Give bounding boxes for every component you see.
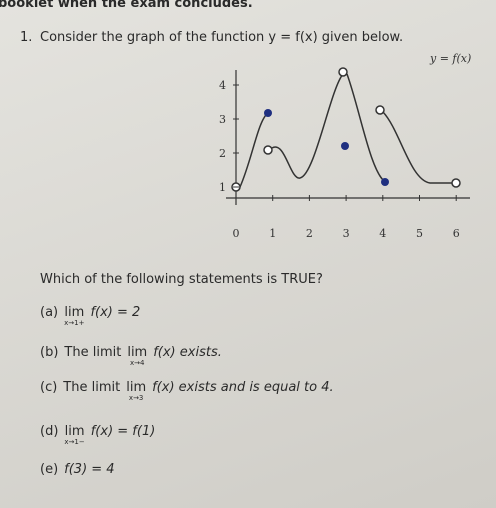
limit-word: lim [64, 305, 85, 320]
limit-word: lim [64, 424, 85, 439]
closed-point [264, 109, 272, 117]
header: booklet when the exam concludes. [0, 0, 253, 11]
closed-point [381, 178, 389, 186]
open-point [375, 105, 385, 115]
limit-sub: x→3 [128, 394, 144, 402]
x-tick-label: 1 [269, 227, 276, 240]
option: (c) The limit lim x→3 f(x) exists and is equ… [40, 380, 334, 402]
curve [346, 73, 386, 183]
option-text: f(x) = 2 [90, 305, 141, 320]
x-tick-label: 3 [343, 227, 350, 240]
x-tick-label: 6 [453, 227, 460, 240]
option: (a) lim x→1+ f(x) = 2 [40, 305, 140, 327]
option: (e) f(3) = 4 [40, 462, 115, 477]
option: (d) lim x→1− f(x) = f(1) [40, 424, 155, 446]
open-point [263, 145, 273, 155]
option-label: (c) [40, 380, 58, 395]
option-label: (a) [40, 305, 59, 320]
limit-sub: x→1+ [64, 319, 85, 327]
option-label: (e) [40, 462, 59, 477]
option-label: (b) [40, 345, 59, 360]
option-label: (d) [40, 424, 59, 439]
question-text: Consider the graph of the function y = f… [40, 30, 404, 45]
option-text: f(x) exists and is equal to 4. [152, 380, 334, 395]
question-number: 1. [20, 30, 33, 45]
y-tick-label: 4 [219, 79, 226, 92]
limit: lim x→1+ [64, 306, 84, 327]
x-tick-label: 5 [416, 227, 423, 240]
limit: lim x→3 [126, 381, 146, 402]
limit-word: lim [126, 380, 147, 395]
graph: y = f(x) 0 1 2 3 4 5 6 1 2 3 4 [219, 52, 471, 240]
y-tick-label: 2 [219, 147, 226, 160]
option-text: The limit [63, 380, 121, 395]
closed-point [341, 142, 349, 150]
y-tick-label: 3 [219, 113, 226, 126]
x-tick-label: 0 [233, 227, 240, 240]
option-text: The limit [64, 345, 122, 360]
limit: lim x→4 [127, 346, 147, 367]
x-tick-label: 2 [306, 227, 313, 240]
curve [382, 111, 452, 184]
option-text: f(3) = 4 [64, 462, 115, 477]
limit-sub: x→4 [130, 359, 145, 367]
option-text: f(x) exists. [153, 345, 222, 360]
open-point [338, 67, 348, 77]
option-text: f(x) = f(1) [90, 424, 156, 439]
y-tick-label: 1 [219, 181, 226, 194]
curve [239, 112, 269, 188]
curve [271, 73, 344, 179]
limit-word: lim [127, 345, 148, 360]
open-point [451, 178, 461, 188]
x-tick-label: 4 [379, 227, 386, 240]
limit: lim x→1− [64, 425, 84, 446]
prompt: Which of the following statements is TRU… [40, 272, 323, 287]
limit-sub: x→1− [64, 438, 85, 446]
option: (b) The limit lim x→4 f(x) exists. [40, 345, 222, 367]
graph-label: y = f(x) [429, 52, 471, 65]
